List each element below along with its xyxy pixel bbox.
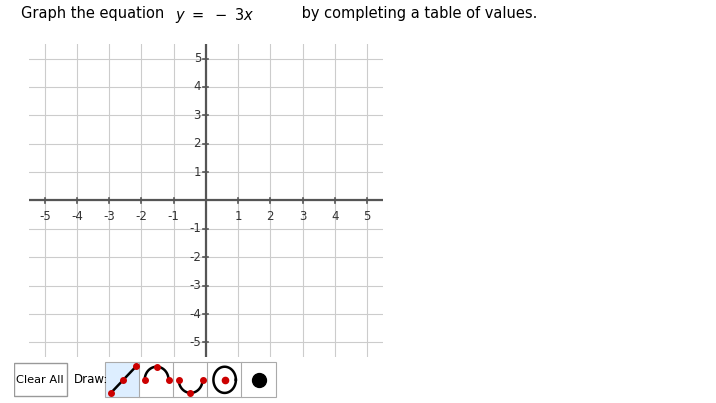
- FancyBboxPatch shape: [140, 362, 174, 397]
- Text: 1: 1: [234, 210, 242, 222]
- Text: 4: 4: [193, 81, 201, 93]
- Text: Graph the equation: Graph the equation: [21, 6, 170, 21]
- Text: -4: -4: [71, 210, 83, 222]
- Text: -4: -4: [189, 307, 201, 320]
- Text: 5: 5: [193, 52, 201, 65]
- Text: -1: -1: [168, 210, 180, 222]
- Text: 5: 5: [363, 210, 371, 222]
- Text: 2: 2: [266, 210, 274, 222]
- Text: $y\ =\ -\ 3x$: $y\ =\ -\ 3x$: [175, 6, 255, 25]
- FancyBboxPatch shape: [241, 362, 276, 397]
- Text: 4: 4: [331, 210, 339, 222]
- Text: Draw:: Draw:: [74, 373, 108, 386]
- Text: 3: 3: [193, 109, 201, 122]
- FancyBboxPatch shape: [208, 362, 242, 397]
- Text: 1: 1: [193, 166, 201, 179]
- FancyBboxPatch shape: [173, 362, 208, 397]
- Text: -3: -3: [189, 279, 201, 292]
- Text: -2: -2: [189, 251, 201, 264]
- Text: Clear All: Clear All: [16, 375, 64, 385]
- Text: -5: -5: [189, 336, 201, 349]
- Text: by completing a table of values.: by completing a table of values.: [297, 6, 538, 21]
- Text: -2: -2: [135, 210, 147, 222]
- Text: -3: -3: [103, 210, 115, 222]
- FancyBboxPatch shape: [14, 364, 67, 396]
- Text: 2: 2: [193, 137, 201, 150]
- Text: 3: 3: [299, 210, 306, 222]
- FancyBboxPatch shape: [105, 362, 140, 397]
- Text: -5: -5: [39, 210, 51, 222]
- Text: -1: -1: [189, 222, 201, 235]
